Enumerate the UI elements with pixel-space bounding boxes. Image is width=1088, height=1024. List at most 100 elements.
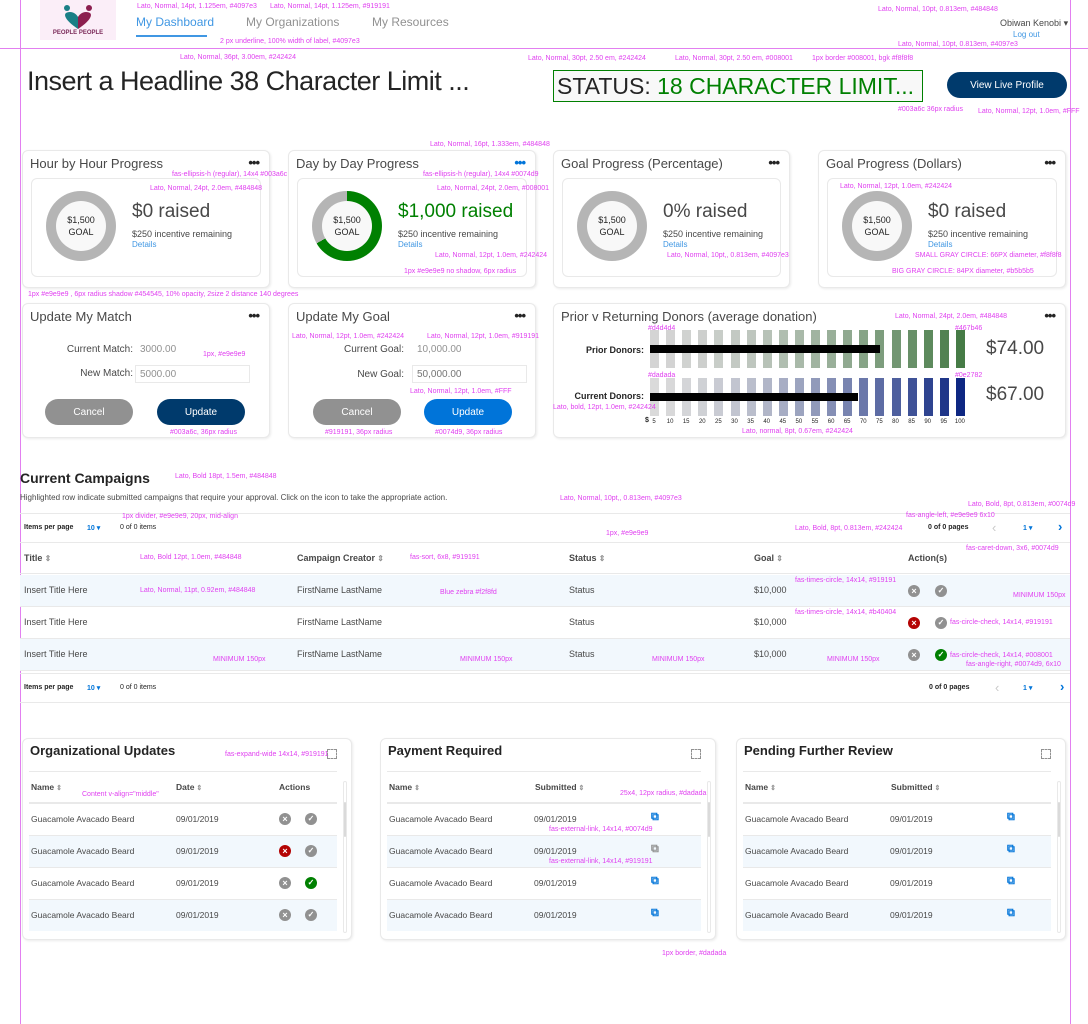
chart-bar-segment xyxy=(939,330,949,368)
external-link-icon[interactable]: ⧉ xyxy=(1007,875,1015,887)
ellipsis-icon[interactable]: ••• xyxy=(1044,155,1056,170)
cancel-button[interactable]: Cancel xyxy=(313,399,401,425)
column-header[interactable]: Status ⇕ xyxy=(569,553,605,563)
spec-annotation: Lato, Normal, 10pt,, 0.813em, #4097e3 xyxy=(667,252,789,259)
column-header[interactable]: Submitted ⇕ xyxy=(891,782,940,792)
times-circle-icon[interactable]: × xyxy=(279,909,291,921)
external-link-icon[interactable]: ⧉ xyxy=(651,811,659,823)
column-header[interactable]: Title ⇕ xyxy=(24,553,51,563)
circle-check-icon[interactable]: ✓ xyxy=(935,617,947,629)
column-header[interactable]: Submitted ⇕ xyxy=(535,782,584,792)
logo[interactable]: PEOPLE PEOPLE xyxy=(40,0,116,40)
external-link-icon[interactable]: ⧉ xyxy=(1007,907,1015,919)
circle-check-icon[interactable]: ✓ xyxy=(935,585,947,597)
page-select[interactable]: 1 ▾ xyxy=(1023,525,1033,532)
circle-check-icon[interactable]: ✓ xyxy=(305,877,317,889)
page-select[interactable]: 1 ▾ xyxy=(1023,685,1033,692)
panel-row: Guacamole Avacado Beard 09/01/2019 ⧉ xyxy=(387,835,701,867)
items-per-page-select[interactable]: 10 ▾ xyxy=(87,525,101,532)
expand-icon[interactable] xyxy=(691,749,701,759)
expand-icon[interactable] xyxy=(1041,749,1051,759)
sort-icon[interactable]: ⇕ xyxy=(596,554,606,563)
sort-icon[interactable]: ⇕ xyxy=(194,785,203,792)
external-link-icon[interactable]: ⧉ xyxy=(651,907,659,919)
expand-icon[interactable] xyxy=(327,749,337,759)
column-header[interactable]: Date ⇕ xyxy=(176,782,202,792)
card-title: Update My Match xyxy=(30,309,132,324)
column-header[interactable]: Goal ⇕ xyxy=(754,553,783,563)
details-link[interactable]: Details xyxy=(132,240,157,249)
scrollbar-thumb[interactable] xyxy=(708,802,710,837)
details-link[interactable]: Details xyxy=(663,240,688,249)
spec-annotation: Lato, Normal, 14pt, 1.125em, #919191 xyxy=(270,3,390,10)
times-circle-icon[interactable]: × xyxy=(908,649,920,661)
sort-icon[interactable]: ⇕ xyxy=(576,785,585,792)
spec-annotation: fas-circle-check, 14x14, #919191 xyxy=(950,619,1053,626)
view-live-profile-button[interactable]: View Live Profile xyxy=(947,72,1067,98)
new-match-input[interactable] xyxy=(135,365,250,383)
goal-donut: $1,500 GOAL xyxy=(577,191,647,261)
angle-left-icon[interactable]: ‹ xyxy=(995,680,1000,695)
update-button[interactable]: Update xyxy=(424,399,512,425)
sort-icon[interactable]: ⇕ xyxy=(375,554,384,563)
raised-amount: 0% raised xyxy=(663,201,748,222)
items-per-page-select[interactable]: 10 ▾ xyxy=(87,685,101,692)
scrollbar[interactable] xyxy=(343,781,347,933)
external-link-icon[interactable]: ⧉ xyxy=(651,875,659,887)
spec-annotation: 25x4, 12px radius, #dadada xyxy=(620,790,707,797)
nav-my-organizations[interactable]: My Organizations xyxy=(246,15,340,29)
external-link-icon[interactable]: ⧉ xyxy=(1007,843,1015,855)
circle-check-icon[interactable]: ✓ xyxy=(305,909,317,921)
chart-bar-segment xyxy=(907,330,917,368)
column-header[interactable]: Name ⇕ xyxy=(31,782,62,792)
user-menu[interactable]: Obiwan Kenobi ▾ xyxy=(1000,18,1068,29)
details-link[interactable]: Details xyxy=(928,240,953,249)
times-circle-icon[interactable]: × xyxy=(279,845,291,857)
external-link-icon[interactable]: ⧉ xyxy=(651,843,659,855)
times-circle-icon[interactable]: × xyxy=(908,585,920,597)
progress-inner: $1,500 GOAL $0 raised $250 incentive remain… xyxy=(31,178,261,277)
angle-right-icon[interactable]: › xyxy=(1060,679,1065,694)
value-bar xyxy=(650,345,881,353)
scrollbar[interactable] xyxy=(707,781,711,933)
scrollbar[interactable] xyxy=(1057,781,1061,933)
logout-link[interactable]: Log out xyxy=(1013,30,1040,39)
column-header[interactable]: Campaign Creator ⇕ xyxy=(297,553,384,563)
scrollbar-thumb[interactable] xyxy=(1058,802,1060,837)
x-tick-label: 75 xyxy=(876,419,883,425)
nav-my-dashboard[interactable]: My Dashboard xyxy=(136,15,215,29)
cell-date: 09/01/2019 xyxy=(176,846,219,856)
ellipsis-icon[interactable]: ••• xyxy=(768,155,780,170)
sort-icon[interactable]: ⇕ xyxy=(932,785,941,792)
circle-check-icon[interactable]: ✓ xyxy=(305,813,317,825)
spec-annotation: SMALL GRAY CIRCLE: 66PX diameter, #f8f8f… xyxy=(915,252,1062,259)
update-button[interactable]: Update xyxy=(157,399,245,425)
new-goal-input[interactable] xyxy=(412,365,527,383)
angle-left-icon[interactable]: ‹ xyxy=(992,520,997,535)
sort-icon[interactable]: ⇕ xyxy=(54,785,62,792)
times-circle-icon[interactable]: × xyxy=(279,877,291,889)
ellipsis-icon[interactable]: ••• xyxy=(514,155,526,170)
ellipsis-icon[interactable]: ••• xyxy=(514,308,526,323)
chart-bar-segment xyxy=(891,378,901,416)
times-circle-icon[interactable]: × xyxy=(908,617,920,629)
ellipsis-icon[interactable]: ••• xyxy=(248,308,260,323)
times-circle-icon[interactable]: × xyxy=(279,813,291,825)
ellipsis-icon[interactable]: ••• xyxy=(248,155,260,170)
sort-icon[interactable]: ⇕ xyxy=(42,554,52,563)
angle-right-icon[interactable]: › xyxy=(1058,519,1063,534)
circle-check-icon[interactable]: ✓ xyxy=(935,649,947,661)
cancel-button[interactable]: Cancel xyxy=(45,399,133,425)
sort-icon[interactable]: ⇕ xyxy=(774,554,783,563)
column-header[interactable]: Name ⇕ xyxy=(745,782,776,792)
sort-icon[interactable]: ⇕ xyxy=(768,785,776,792)
details-link[interactable]: Details xyxy=(398,240,423,249)
sort-icon[interactable]: ⇕ xyxy=(412,785,420,792)
ellipsis-icon[interactable]: ••• xyxy=(1044,308,1056,323)
scrollbar-thumb[interactable] xyxy=(344,802,346,837)
circle-check-icon[interactable]: ✓ xyxy=(305,845,317,857)
column-header[interactable]: Name ⇕ xyxy=(389,782,420,792)
nav-my-resources[interactable]: My Resources xyxy=(372,15,449,29)
chart-title: Prior v Returning Donors (average donati… xyxy=(561,309,817,324)
external-link-icon[interactable]: ⧉ xyxy=(1007,811,1015,823)
